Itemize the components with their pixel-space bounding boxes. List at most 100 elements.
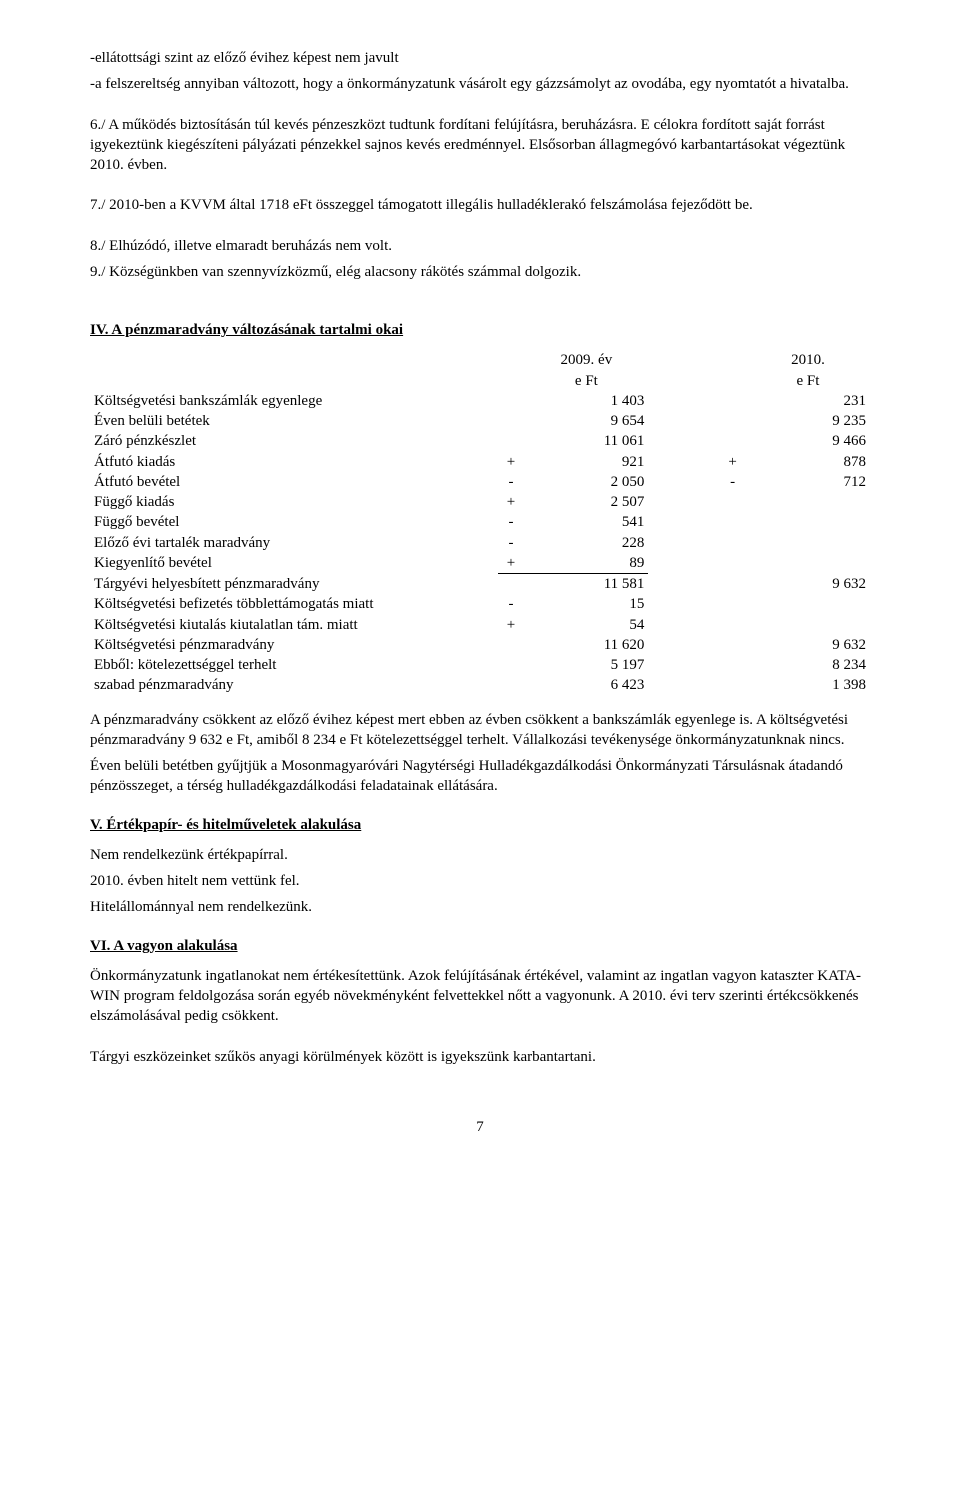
row-value: 2 050 [524,472,648,492]
row-value: 878 [746,452,870,472]
row-sign: - [498,594,525,614]
table-row: Záró pénzkészlet 11 061 9 466 [90,431,870,451]
row-sign [719,615,746,635]
row-label: Tárgyévi helyesbített pénzmaradvány [90,574,498,595]
spacer [648,533,719,553]
row-sign: - [498,512,525,532]
spacer [648,675,719,695]
table-row: Függő kiadás+2 507 [90,492,870,512]
table-header-row: 2009. év 2010. [90,350,870,370]
row-sign [498,574,525,595]
row-label: Ebből: kötelezettséggel terhelt [90,655,498,675]
table-row: Kiegyenlítő bevétel+89 [90,553,870,574]
spacer [648,452,719,472]
row-sign [719,411,746,431]
column-unit: e Ft [746,371,870,391]
row-value: 228 [524,533,648,553]
table-row: Éven belüli betétek 9 654 9 235 [90,411,870,431]
table-row: Tárgyévi helyesbített pénzmaradvány11 58… [90,574,870,595]
row-sign [719,553,746,574]
row-value: 9 654 [524,411,648,431]
body-text: 9./ Községünkben van szennyvízközmű, elé… [90,262,870,282]
table-row: Átfutó kiadás+921+878 [90,452,870,472]
row-sign [498,391,525,411]
row-sign [719,431,746,451]
row-sign [719,533,746,553]
row-label: Költségvetési bankszámlák egyenlege [90,391,498,411]
row-value: 5 197 [524,655,648,675]
table-row: Költségvetési kiutalás kiutalatlan tám. … [90,615,870,635]
row-sign [498,411,525,431]
row-sign [719,492,746,512]
row-label: Éven belüli betétek [90,411,498,431]
row-sign [498,655,525,675]
spacer [648,391,719,411]
row-label: Átfutó kiadás [90,452,498,472]
table-row: Költségvetési bankszámlák egyenlege 1 403… [90,391,870,411]
row-value [746,615,870,635]
table-row: Ebből: kötelezettséggel terhelt5 1978 23… [90,655,870,675]
spacer [648,492,719,512]
body-text: 7./ 2010-ben a KVVM által 1718 eFt össze… [90,195,870,215]
row-value: 6 423 [524,675,648,695]
row-value: 1 398 [746,675,870,695]
column-header: 2010. [746,350,870,370]
page-number: 7 [90,1117,870,1137]
row-label: Költségvetési kiutalás kiutalatlan tám. … [90,615,498,635]
row-sign [719,635,746,655]
table-unit-row: e Ft e Ft [90,371,870,391]
row-value: 231 [746,391,870,411]
table-row: Előző évi tartalék maradvány-228 [90,533,870,553]
financial-table: 2009. év 2010. e Ft e Ft Költségvetési b… [90,350,870,695]
body-text: Nem rendelkezünk értékpapírral. [90,845,870,865]
body-text: -a felszereltség annyiban változott, hog… [90,74,870,94]
row-sign [498,675,525,695]
row-label: Átfutó bevétel [90,472,498,492]
row-value: 541 [524,512,648,532]
body-text: Éven belüli betétben gyűjtjük a Mosonmag… [90,756,870,797]
spacer [648,655,719,675]
table-row: szabad pénzmaradvány6 4231 398 [90,675,870,695]
body-text: 6./ A működés biztosításán túl kevés pén… [90,115,870,176]
body-text: Tárgyi eszközeinket szűkös anyagi körülm… [90,1047,870,1067]
row-value [746,492,870,512]
row-value: 9 466 [746,431,870,451]
row-sign: + [498,452,525,472]
column-header: 2009. év [524,350,648,370]
table-row: Átfutó bevétel-2 050-712 [90,472,870,492]
row-value: 9 632 [746,635,870,655]
spacer [648,472,719,492]
row-label: Kiegyenlítő bevétel [90,553,498,574]
row-label: Függő kiadás [90,492,498,512]
row-label: Záró pénzkészlet [90,431,498,451]
section-heading-v: V. Értékpapír- és hitelműveletek alakulá… [90,815,870,835]
row-label: Költségvetési pénzmaradvány [90,635,498,655]
row-value: 54 [524,615,648,635]
row-label: Függő bevétel [90,512,498,532]
row-value [746,512,870,532]
body-text: Önkormányzatunk ingatlanokat nem értékes… [90,966,870,1027]
row-value: 11 061 [524,431,648,451]
section-heading-iv: IV. A pénzmaradvány változásának tartalm… [90,320,870,340]
row-value: 2 507 [524,492,648,512]
row-value [746,594,870,614]
row-sign: - [719,472,746,492]
row-value: 9 235 [746,411,870,431]
row-sign [719,391,746,411]
row-sign [719,512,746,532]
row-label: Előző évi tartalék maradvány [90,533,498,553]
spacer [648,512,719,532]
row-sign: + [719,452,746,472]
table-row: Költségvetési befizetés többlettámogatás… [90,594,870,614]
row-value: 921 [524,452,648,472]
row-sign [719,574,746,595]
row-value: 89 [524,553,648,574]
row-value: 9 632 [746,574,870,595]
spacer [648,574,719,595]
row-sign: - [498,533,525,553]
row-sign: + [498,553,525,574]
row-value: 1 403 [524,391,648,411]
row-value [746,553,870,574]
spacer [648,594,719,614]
row-sign: - [498,472,525,492]
